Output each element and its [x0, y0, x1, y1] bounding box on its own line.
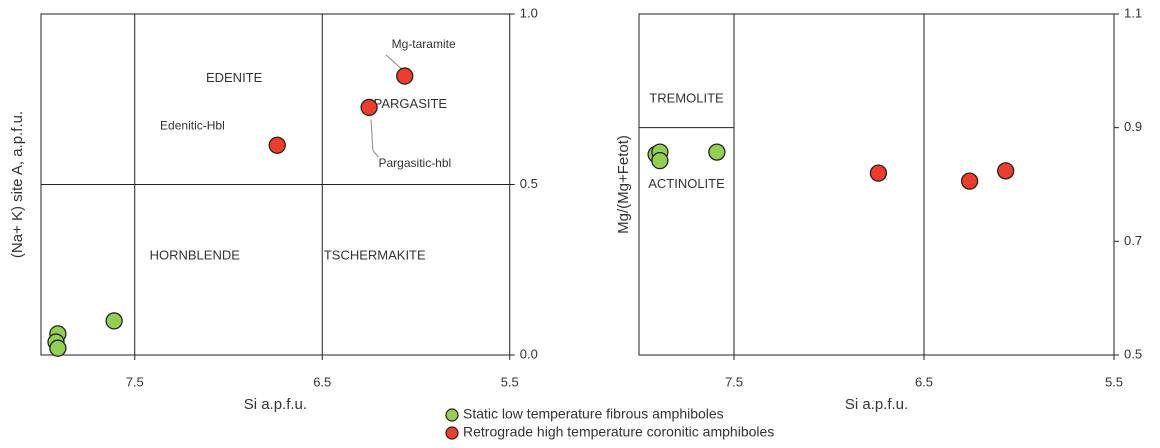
legend-marker	[445, 408, 459, 422]
data-point	[268, 136, 286, 154]
region-label: TSCHERMAKITE	[324, 248, 426, 263]
region-label: HORNBLENDE	[150, 248, 241, 263]
y-axis-label: (Na+ K) site A, a.p.f.u.	[9, 111, 26, 258]
legend-label: Retrograde high temperature coronitic am…	[463, 424, 774, 440]
y-tick-label: 0.9	[1124, 119, 1142, 134]
x-tick-label: 7.5	[725, 374, 743, 389]
x-tick-label: 7.5	[126, 374, 144, 389]
y-tick-label: 0.5	[520, 176, 538, 191]
y-axis-label: Mg/(Mg+Fetot)	[615, 135, 632, 234]
x-tick-label: 5.5	[1105, 374, 1123, 389]
point-label: Mg-taramite	[392, 37, 456, 51]
data-point	[708, 143, 726, 161]
point-label: Pargasitic-hbl	[379, 156, 452, 170]
x-axis-label: Si a.p.f.u.	[845, 396, 908, 413]
region-label: TREMOLITE	[649, 91, 724, 106]
plot-frame	[638, 13, 1115, 356]
data-point	[651, 151, 669, 170]
x-tick-label: 5.5	[501, 374, 519, 389]
x-axis-label: Si a.p.f.u.	[244, 396, 307, 413]
y-tick-label: 0.7	[1124, 233, 1142, 248]
data-point	[360, 98, 378, 117]
point-label: Edenitic-Hbl	[160, 119, 225, 133]
region-label: PARGASITE	[374, 96, 448, 111]
x-tick-label: 6.5	[313, 374, 331, 389]
region-label: EDENITE	[206, 70, 263, 85]
data-point	[869, 164, 888, 182]
data-point	[997, 162, 1015, 180]
data-point	[49, 339, 67, 357]
y-tick-label: 1.1	[1124, 5, 1142, 20]
y-tick-label: 1.0	[520, 5, 538, 20]
data-point	[396, 67, 414, 85]
y-tick-label: 0.5	[1124, 346, 1142, 361]
y-tick-label: 0.0	[520, 346, 538, 361]
data-point	[960, 172, 979, 190]
legend-label: Static low temperature fibrous amphibole…	[463, 406, 724, 422]
leader-line	[370, 119, 379, 158]
region-label: ACTINOLITE	[648, 176, 725, 191]
x-tick-label: 6.5	[915, 374, 933, 389]
legend-marker	[445, 426, 459, 440]
data-point	[105, 312, 123, 330]
